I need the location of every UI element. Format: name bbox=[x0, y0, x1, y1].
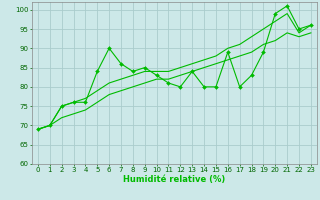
X-axis label: Humidité relative (%): Humidité relative (%) bbox=[123, 175, 226, 184]
